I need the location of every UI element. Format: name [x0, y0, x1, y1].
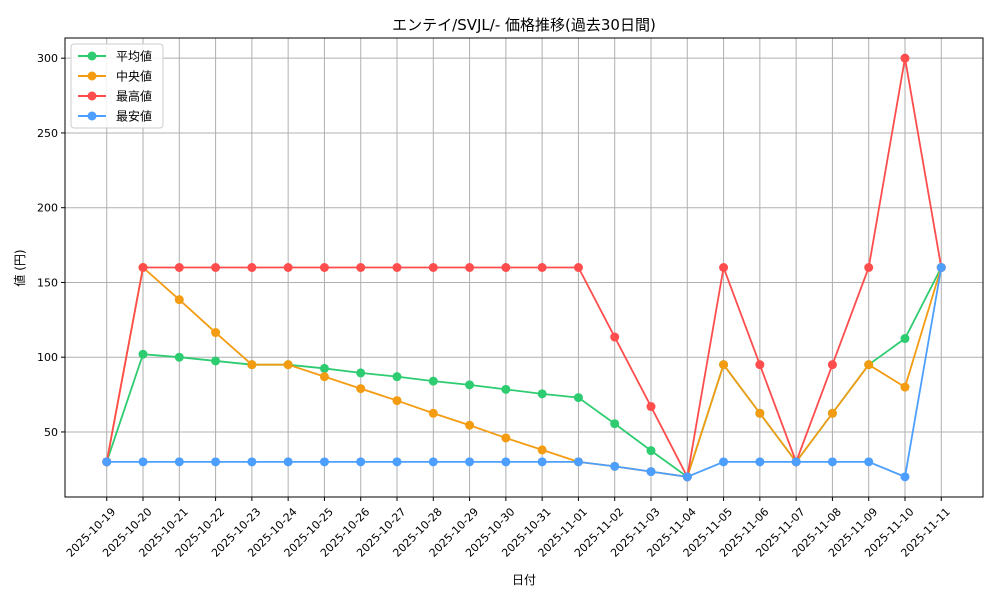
data-point [247, 457, 257, 467]
legend-label: 最安値 [116, 109, 152, 124]
data-point [356, 384, 366, 394]
data-point [138, 457, 148, 467]
data-point [646, 402, 656, 412]
series-line-2 [105, 58, 943, 480]
data-point [791, 457, 801, 467]
data-point [465, 380, 475, 390]
legend-marker [87, 71, 97, 81]
data-point [900, 53, 910, 63]
data-point [392, 263, 402, 272]
y-axis-label: 値 (円) [12, 249, 27, 286]
data-point [174, 352, 184, 362]
data-point [573, 457, 583, 467]
data-point [102, 457, 112, 467]
data-point [428, 408, 438, 418]
data-point [465, 420, 475, 430]
data-point [610, 419, 620, 429]
data-point [211, 263, 221, 272]
data-point [174, 295, 184, 305]
data-point [864, 457, 874, 467]
data-point [247, 360, 257, 370]
data-point [827, 408, 837, 418]
y-tick-label: 150 [37, 276, 58, 289]
y-tick-label: 250 [37, 127, 58, 140]
data-point [537, 389, 547, 399]
data-point [174, 457, 184, 467]
y-tick-label: 50 [44, 426, 58, 439]
legend-label: 最高値 [116, 89, 152, 104]
legend-box [70, 43, 164, 129]
legend-label: 平均値 [116, 49, 152, 64]
y-tick-label: 200 [37, 202, 58, 215]
data-point [864, 360, 874, 370]
data-point [755, 408, 765, 418]
legend-label: 中央値 [116, 69, 152, 84]
data-point [247, 263, 257, 272]
series-line-3 [106, 267, 943, 479]
data-point [283, 457, 293, 467]
data-point [900, 382, 910, 392]
data-point [537, 445, 547, 455]
data-point [465, 457, 475, 467]
data-point [319, 363, 329, 373]
data-point [537, 457, 547, 467]
data-point [900, 472, 910, 482]
data-point [719, 360, 729, 370]
data-point [138, 263, 148, 272]
data-point [392, 396, 402, 406]
plot-frame [64, 37, 984, 498]
data-point [356, 457, 366, 467]
data-point [465, 263, 475, 272]
legend-marker [87, 51, 97, 61]
data-point [211, 328, 221, 338]
data-point [283, 263, 293, 272]
data-point [827, 360, 837, 370]
data-point [682, 472, 692, 482]
legend-marker [87, 111, 97, 121]
data-point [864, 263, 874, 272]
data-point [719, 263, 729, 272]
data-point [428, 376, 438, 386]
data-point [356, 368, 366, 378]
data-point [319, 372, 329, 382]
data-point [610, 461, 620, 471]
data-point [356, 263, 366, 272]
data-point [827, 457, 837, 467]
chart-title: エンテイ/SVJL/- 価格推移(過去30日間) [392, 16, 656, 34]
data-point [936, 263, 946, 272]
data-point [174, 263, 184, 272]
data-point [211, 356, 221, 366]
data-point [537, 263, 547, 272]
data-point [392, 457, 402, 467]
data-point [755, 457, 765, 467]
data-point [211, 457, 221, 467]
data-point [719, 457, 729, 467]
data-point [755, 360, 765, 370]
data-point [501, 263, 511, 272]
y-tick-label: 300 [37, 52, 58, 65]
data-point [573, 263, 583, 272]
data-point [138, 349, 148, 359]
x-axis-label: 日付 [512, 573, 536, 587]
data-point [319, 457, 329, 467]
data-point [646, 446, 656, 456]
data-point [428, 263, 438, 272]
legend-marker [87, 91, 97, 101]
data-point [501, 384, 511, 394]
data-point [610, 332, 620, 342]
data-point [573, 393, 583, 403]
data-point [501, 457, 511, 467]
y-tick-label: 100 [37, 351, 58, 364]
series-line-1 [105, 265, 943, 478]
data-point [900, 334, 910, 344]
data-point [646, 467, 656, 477]
data-point [501, 433, 511, 443]
series-line-0 [105, 267, 943, 479]
data-point [283, 360, 293, 370]
data-point [392, 372, 402, 382]
data-point [319, 263, 329, 272]
data-point [428, 457, 438, 467]
